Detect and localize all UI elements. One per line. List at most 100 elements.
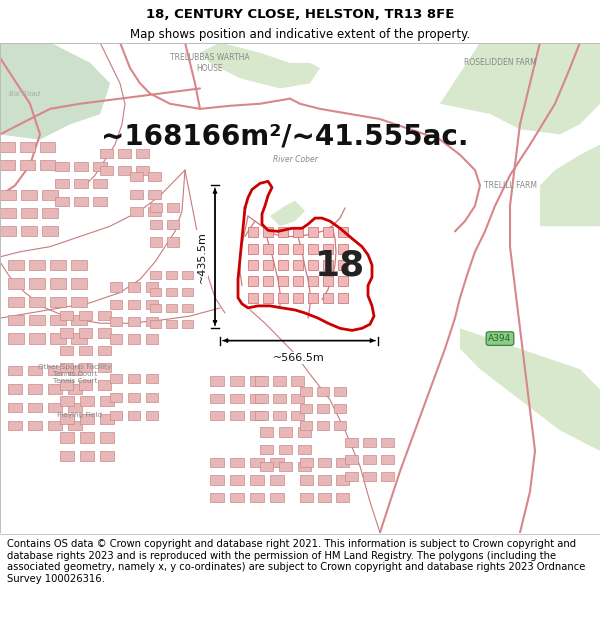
Bar [298,462,311,471]
Bar [255,411,268,420]
Bar [334,421,346,431]
Bar [323,260,333,270]
Bar [308,276,318,286]
Bar [68,421,82,431]
Bar [136,149,149,158]
Bar [263,276,273,286]
Bar [8,334,24,344]
Bar [55,197,69,206]
Bar [263,292,273,302]
Bar [300,386,312,396]
Bar [323,228,333,238]
Bar [166,320,177,328]
Text: ~566.5m: ~566.5m [273,353,325,363]
Bar [150,220,162,229]
Bar [48,421,62,431]
Bar [338,276,348,286]
Bar [318,492,331,502]
Bar [79,311,92,320]
Bar [323,292,333,302]
Bar [93,179,107,189]
Bar [74,179,88,189]
Bar [278,244,288,254]
Bar [182,271,193,279]
Bar [381,438,394,447]
Bar [381,455,394,464]
Bar [93,162,107,171]
Text: ~435.5m: ~435.5m [197,231,207,282]
Bar [55,179,69,189]
Bar [71,260,87,270]
Bar [48,384,62,394]
Bar [128,282,140,292]
Bar [278,228,288,238]
Bar [98,311,111,320]
Bar [146,282,158,292]
Text: Other Sports Facility
Tennis Court
Tennis Court: Other Sports Facility Tennis Court Tenni… [38,364,112,384]
Bar [270,492,284,502]
Bar [210,411,224,420]
Bar [279,445,292,454]
Bar [42,189,58,200]
Bar [250,411,264,420]
Bar [28,366,42,375]
Bar [8,421,22,431]
Bar [50,315,66,325]
Bar [293,228,303,238]
Bar [68,403,82,412]
Bar [71,334,87,344]
Text: Playing Field: Playing Field [58,412,103,418]
Text: TRELUBBAS WARTHA
HOUSE: TRELUBBAS WARTHA HOUSE [170,53,250,72]
Bar [146,374,158,384]
Bar [146,411,158,420]
Bar [110,300,122,309]
Bar [323,276,333,286]
Bar [210,476,224,484]
Bar [20,160,35,170]
Bar [278,276,288,286]
Bar [0,189,16,200]
Bar [182,288,193,296]
Bar [110,392,122,402]
Bar [40,141,55,152]
Text: 18: 18 [315,248,365,282]
Bar [270,458,284,467]
Bar [363,455,376,464]
Bar [20,141,35,152]
Bar [308,244,318,254]
Bar [8,278,24,289]
Bar [0,226,16,236]
Bar [291,376,304,386]
Bar [48,403,62,412]
Bar [334,404,346,413]
Bar [60,381,73,389]
Bar [128,334,140,344]
Polygon shape [460,328,600,451]
Bar [210,394,224,403]
Bar [118,166,131,175]
Polygon shape [0,42,110,139]
Bar [230,411,244,420]
Bar [338,244,348,254]
Bar [317,386,329,396]
Polygon shape [540,144,600,226]
Bar [60,346,73,355]
Text: 18, CENTURY CLOSE, HELSTON, TR13 8FE: 18, CENTURY CLOSE, HELSTON, TR13 8FE [146,8,454,21]
Text: ROSELIDDEN FARM: ROSELIDDEN FARM [464,58,536,68]
Bar [293,292,303,302]
Bar [98,328,111,338]
Bar [317,404,329,413]
Bar [21,208,37,218]
Bar [255,394,268,403]
Bar [79,381,92,389]
Bar [60,311,73,320]
Bar [8,366,22,375]
Bar [74,197,88,206]
Bar [98,346,111,355]
Bar [260,445,273,454]
Bar [148,207,161,216]
Bar [128,392,140,402]
Bar [293,244,303,254]
Bar [29,297,45,307]
Bar [166,271,177,279]
